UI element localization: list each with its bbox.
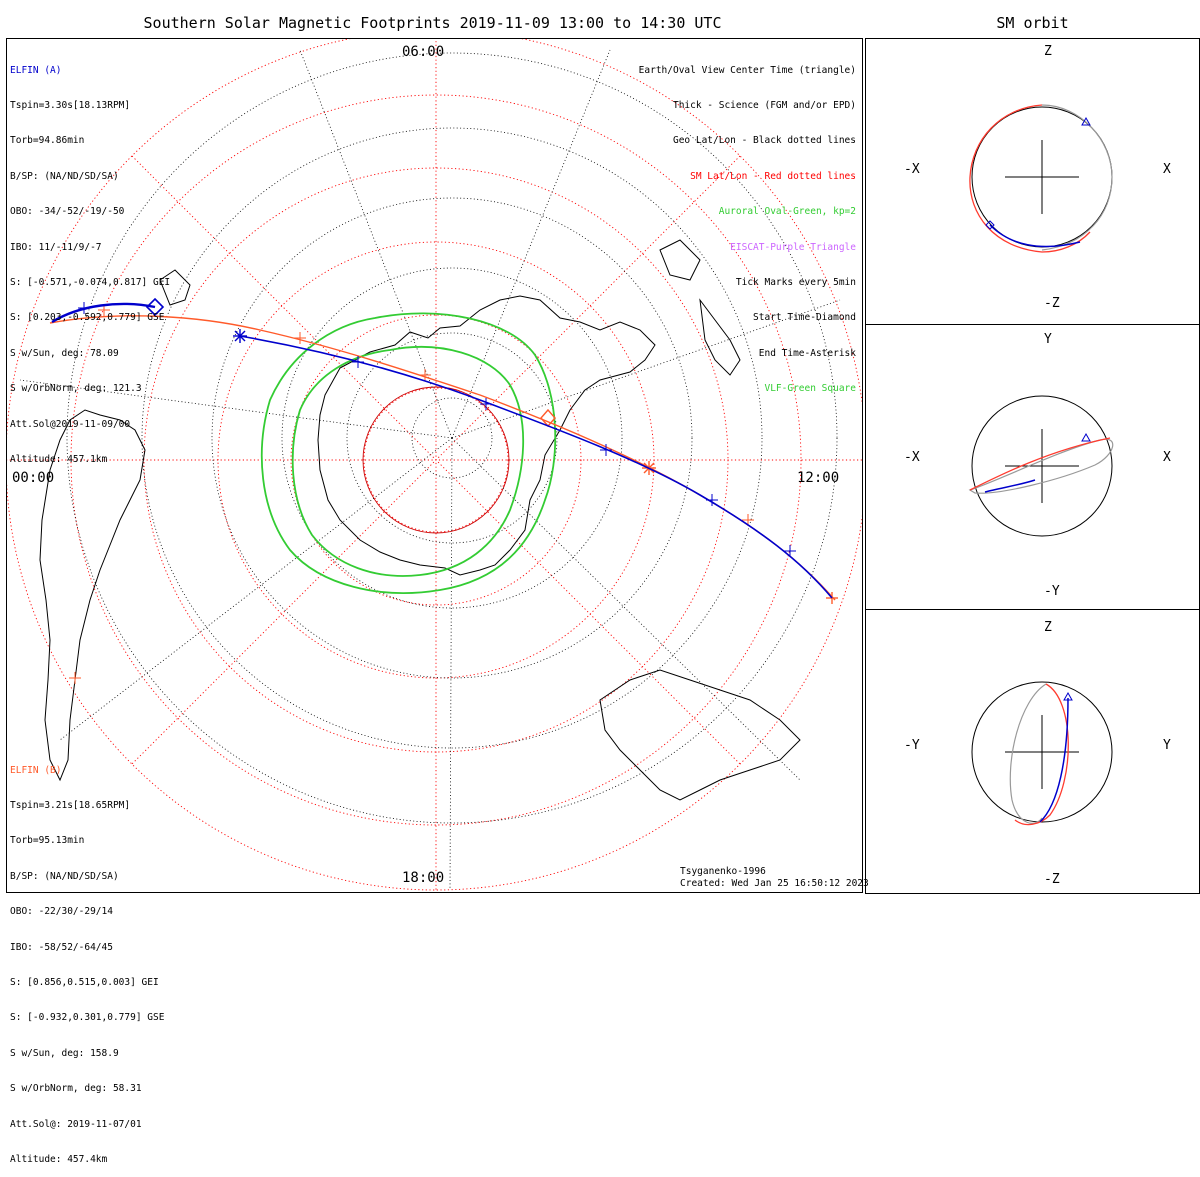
- elfin-b-line: Torb=95.13min: [10, 835, 85, 847]
- lt-label-left: 00:00: [12, 470, 55, 486]
- elfin-a-line: OBO: -34/-52/-19/-50: [10, 206, 125, 218]
- elfin-b-line: S w/OrbNorm, deg: 58.31: [10, 1083, 142, 1095]
- legend-entry: End Time-Asterisk: [758, 347, 856, 359]
- elfin-a-name: ELFIN (A): [10, 64, 62, 76]
- elfin-b-line: B/SP: (NA/ND/SD/SA): [10, 870, 119, 882]
- orbit3-bottom-label: -Z: [1044, 872, 1060, 887]
- plot-graphics: [7, 39, 1114, 891]
- sm-orbit-title: SM orbit: [996, 14, 1069, 32]
- legend-entry: Earth/Oval View Center Time (triangle): [638, 64, 856, 76]
- orbit1-top-label: Z: [1044, 44, 1052, 59]
- footprint-map-panel: [6, 38, 863, 893]
- orbit-yz-graphics: [971, 681, 1113, 826]
- elfin-a-footprint: [51, 297, 833, 599]
- credit-created: Created: Wed Jan 25 16:50:12 2023: [680, 878, 869, 889]
- elfin-a-ticks: [78, 302, 796, 557]
- geo-latitude-grid: [19, 49, 841, 891]
- sm-pole-circle: [362, 386, 510, 534]
- legend-entry: Tick Marks every 5min: [735, 276, 856, 288]
- orbit3-left-label: -Y: [904, 738, 920, 753]
- lt-label-bottom: 18:00: [402, 870, 445, 886]
- elfin-a-line: S: [0.203,-0.592,0.779] GSE: [10, 312, 165, 324]
- legend-entry: EISCAT-Purple Triangle: [730, 241, 856, 253]
- auroral-oval: [260, 312, 557, 594]
- elfin-b-line: S w/Sun, deg: 158.9: [10, 1047, 119, 1059]
- elfin-a-line: Att.Sol@2019-11-09/00: [10, 418, 131, 430]
- elfin-a-line: S: [-0.571,-0.074,0.817] GEI: [10, 276, 171, 288]
- elfin-b-line: IBO: -58/52/-64/45: [10, 941, 113, 953]
- polar-map: [7, 39, 862, 891]
- orbit2-bottom-label: -Y: [1044, 584, 1060, 599]
- legend-entry: Auroral Oval-Green, kp=2: [718, 206, 856, 218]
- elfin-b-line: OBO: -22/30/-29/14: [10, 906, 113, 918]
- elfin-b-ticks: [69, 304, 754, 684]
- elfin-a-end-asterisk: [233, 329, 247, 343]
- elfin-a-line: B/SP: (NA/ND/SD/SA): [10, 170, 119, 182]
- legend-entry: Thick - Science (FGM and/or EPD): [672, 99, 856, 111]
- elfin-b-line: S: [0.856,0.515,0.003] GEI: [10, 976, 159, 988]
- orbit1-left-label: -X: [904, 162, 920, 177]
- legend-entry: Start Time-Diamond: [753, 312, 856, 324]
- legend-entry: Geo Lat/Lon - Black dotted lines: [672, 135, 856, 147]
- orbit-xy-graphics: [968, 395, 1114, 537]
- elfin-a-line: Tspin=3.30s[18.13RPM]: [10, 99, 131, 111]
- orbit2-top-label: Y: [1044, 332, 1052, 347]
- orbit2-right-label: X: [1163, 450, 1171, 465]
- legend-entry: VLF-Green Square: [764, 383, 856, 395]
- lt-label-right: 12:00: [797, 470, 840, 486]
- elfin-a-line: S w/Sun, deg: 78.09: [10, 347, 119, 359]
- lt-label-top: 06:00: [402, 44, 445, 60]
- plot-title: Southern Solar Magnetic Footprints 2019-…: [143, 14, 722, 32]
- elfin-b-line: Tspin=3.21s[18.65RPM]: [10, 799, 131, 811]
- orbit-xz-graphics: [969, 104, 1113, 253]
- elfin-a-line: Torb=94.86min: [10, 135, 85, 147]
- legend-entry: SM Lat/Lon - Red dotted lines: [690, 170, 856, 182]
- elfin-b-line: Altitude: 457.4km: [10, 1153, 108, 1165]
- elfin-b-name: ELFIN (B): [10, 764, 62, 776]
- elfin-a-start-diamond: [145, 297, 165, 317]
- orbit3-right-label: Y: [1163, 738, 1171, 753]
- elfin-b-line: Att.Sol@: 2019-11-07/01: [10, 1118, 142, 1130]
- sm-latitude-grid: [7, 39, 862, 891]
- elfin-a-line: S w/OrbNorm, deg: 121.3: [10, 383, 142, 395]
- orbit2-left-label: -X: [904, 450, 920, 465]
- elfin-b-info: ELFIN (B) Tspin=3.21s[18.65RPM] Torb=95.…: [10, 741, 164, 1177]
- elfin-a-line: Altitude: 457.1km: [10, 453, 108, 465]
- orbit1-right-label: X: [1163, 162, 1171, 177]
- orbit3-top-label: Z: [1044, 620, 1052, 635]
- credit-model: Tsyganenko-1996: [680, 866, 766, 877]
- orbit1-bottom-label: -Z: [1044, 296, 1060, 311]
- coastlines: [39, 239, 801, 801]
- legend: Earth/Oval View Center Time (triangle) T…: [639, 41, 856, 407]
- elfin-b-line: S: [-0.932,0.301,0.779] GSE: [10, 1012, 165, 1024]
- elfin-a-info: ELFIN (A) Tspin=3.30s[18.13RPM] Torb=94.…: [10, 41, 170, 477]
- elfin-a-line: IBO: 11/-11/9/-7: [10, 241, 102, 253]
